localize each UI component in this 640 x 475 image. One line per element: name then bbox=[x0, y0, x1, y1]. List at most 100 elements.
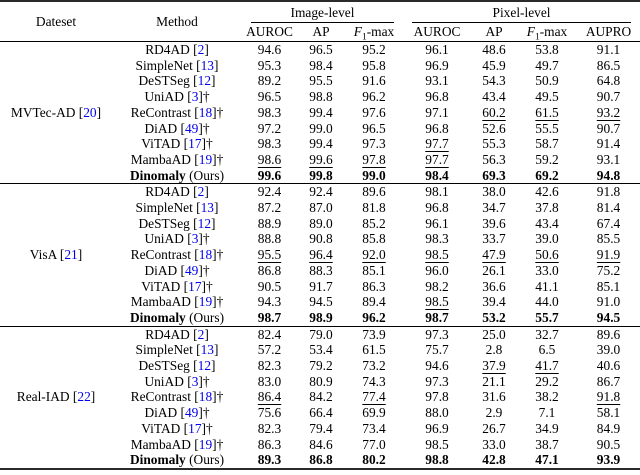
method-label: Dinomaly (Ours) bbox=[129, 452, 225, 468]
metric-value: 97.3 bbox=[403, 325, 472, 343]
metric-value: 95.5 bbox=[309, 73, 333, 89]
method-label: UniAD [3]† bbox=[144, 89, 210, 105]
metric-value: 79.2 bbox=[309, 358, 333, 374]
metric-value: 39.0 bbox=[596, 342, 621, 358]
metric-value: 33.0 bbox=[482, 436, 506, 452]
metric-header-row: AUROC AP F1-max AUROC AP F1-max AUPRO bbox=[0, 23, 640, 42]
metric-value: 99.0 bbox=[309, 120, 333, 136]
citation-link[interactable]: 3 bbox=[191, 373, 199, 389]
metric-value: 45.9 bbox=[482, 57, 506, 73]
metric-value: 98.8 bbox=[309, 89, 333, 105]
citation-link[interactable]: 12 bbox=[197, 73, 212, 89]
citation-link[interactable]: 20 bbox=[83, 104, 97, 120]
metric-value: 73.4 bbox=[362, 420, 386, 436]
metric-value: 87.2 bbox=[257, 200, 282, 216]
table-row: Dinomaly (Ours) 89.3 86.8 80.2 98.8 42.8 47.1 9… bbox=[0, 452, 640, 469]
metric-value: 98.3 bbox=[257, 136, 282, 152]
metric-value: 92.0 bbox=[362, 247, 386, 263]
citation-link[interactable]: 12 bbox=[197, 358, 212, 374]
col-header-aupro: AUPRO bbox=[577, 23, 640, 42]
metric-value: 89.2 bbox=[257, 73, 282, 89]
citation-link[interactable]: 19 bbox=[198, 294, 213, 310]
metric-value: 41.1 bbox=[535, 278, 559, 294]
metric-value: 97.6 bbox=[362, 104, 386, 120]
metric-value: 92.4 bbox=[242, 183, 297, 201]
metric-value: 94.3 bbox=[257, 294, 282, 310]
citation-link[interactable]: 13 bbox=[200, 57, 214, 73]
method-label: RD4AD [2] bbox=[112, 183, 242, 201]
citation-link[interactable]: 22 bbox=[77, 389, 91, 405]
citation-link[interactable]: 49 bbox=[184, 405, 199, 421]
metric-value: 43.4 bbox=[535, 215, 559, 231]
metric-value: 6.5 bbox=[538, 342, 556, 358]
citation-link[interactable]: 3 bbox=[191, 89, 199, 105]
metric-value: 82.3 bbox=[257, 420, 282, 436]
metric-value: 25.0 bbox=[471, 325, 518, 343]
metric-value: 61.5 bbox=[362, 342, 386, 358]
metric-value: 69.2 bbox=[535, 167, 559, 183]
citation-link[interactable]: 13 bbox=[200, 342, 214, 358]
metric-value: 98.7 bbox=[425, 309, 449, 325]
metric-value: 79.0 bbox=[297, 325, 345, 343]
metric-value: 96.1 bbox=[425, 42, 449, 57]
col-header-auroc: AUROC bbox=[242, 23, 297, 42]
table-row: DiAD [49]† 97.2 99.0 96.5 96.8 52.6 55.5 90.7 bbox=[0, 121, 640, 137]
citation-link[interactable]: 18 bbox=[198, 247, 213, 263]
metric-value: 50.9 bbox=[535, 73, 559, 89]
metric-value: 38.2 bbox=[535, 389, 559, 405]
metric-value: 97.7 bbox=[425, 151, 449, 167]
metric-value: 39.4 bbox=[482, 294, 506, 310]
citation-link[interactable]: 17 bbox=[188, 136, 202, 152]
citation-link[interactable]: 17 bbox=[188, 278, 202, 294]
metric-value: 75.6 bbox=[257, 405, 282, 421]
metric-value: 84.6 bbox=[309, 436, 333, 452]
metric-value: 75.2 bbox=[596, 262, 621, 278]
table-row: MambaAD [19]† 98.6 99.6 97.8 97.7 56.3 59.2 93.… bbox=[0, 152, 640, 168]
metric-value: 89.4 bbox=[362, 294, 386, 310]
table-row: SimpleNet [13] 95.3 98.4 95.8 96.9 45.9 49.7 86… bbox=[0, 58, 640, 74]
table-row: DeSTSeg [12] 82.3 79.2 73.2 94.6 37.9 41.7 40.6 bbox=[0, 358, 640, 374]
metric-value: 90.8 bbox=[309, 231, 333, 247]
metric-value: 98.7 bbox=[257, 309, 282, 325]
metric-value: 91.4 bbox=[596, 136, 621, 152]
metric-value: 88.0 bbox=[425, 405, 449, 421]
method-label: ReContrast [18]† bbox=[130, 104, 224, 120]
metric-value: 80.2 bbox=[362, 452, 386, 468]
citation-link[interactable]: 49 bbox=[184, 120, 199, 136]
metric-value: 73.2 bbox=[362, 358, 386, 374]
method-label: ReContrast [18]† bbox=[130, 247, 224, 263]
citation-link[interactable]: 18 bbox=[198, 104, 213, 120]
citation-link[interactable]: 19 bbox=[198, 436, 213, 452]
citation-link[interactable]: 3 bbox=[191, 231, 199, 247]
col-header-f1-max: F1-max bbox=[345, 23, 404, 42]
method-label: DeSTSeg [12] bbox=[138, 358, 216, 374]
citation-link[interactable]: 2 bbox=[197, 326, 205, 342]
metric-value: 96.8 bbox=[425, 200, 449, 216]
citation-link[interactable]: 49 bbox=[184, 262, 199, 278]
metric-value: 48.6 bbox=[482, 42, 506, 57]
citation-link[interactable]: 18 bbox=[198, 389, 213, 405]
metric-value: 95.8 bbox=[362, 57, 386, 73]
citation-link[interactable]: 2 bbox=[197, 184, 205, 200]
citation-link[interactable]: 19 bbox=[198, 151, 213, 167]
metric-value: 99.6 bbox=[257, 167, 282, 183]
metric-value: 34.9 bbox=[535, 420, 559, 436]
table-row: DeSTSeg [12] 88.9 89.0 85.2 96.1 39.6 43.4 67.4 bbox=[0, 216, 640, 232]
metric-value: 37.8 bbox=[535, 200, 559, 216]
metric-value: 99.4 bbox=[309, 104, 333, 120]
citation-link[interactable]: 2 bbox=[197, 42, 205, 57]
citation-link[interactable]: 13 bbox=[200, 200, 214, 216]
citation-link[interactable]: 21 bbox=[64, 247, 78, 263]
table-row: MVTec-AD [20] RD4AD [2] 94.6 96.5 95.2 96.1 48… bbox=[0, 42, 640, 120]
method-label: ViTAD [17]† bbox=[141, 420, 213, 436]
col-header-ap: AP bbox=[471, 23, 518, 42]
metric-value: 98.3 bbox=[425, 231, 449, 247]
metric-value: 31.6 bbox=[482, 389, 506, 405]
metric-value: 86.3 bbox=[257, 436, 282, 452]
metric-value: 89.0 bbox=[309, 215, 333, 231]
citation-link[interactable]: 17 bbox=[188, 420, 202, 436]
method-label: DiAD [49]† bbox=[144, 120, 210, 136]
citation-link[interactable]: 12 bbox=[197, 215, 212, 231]
metric-value: 91.8 bbox=[596, 389, 621, 405]
